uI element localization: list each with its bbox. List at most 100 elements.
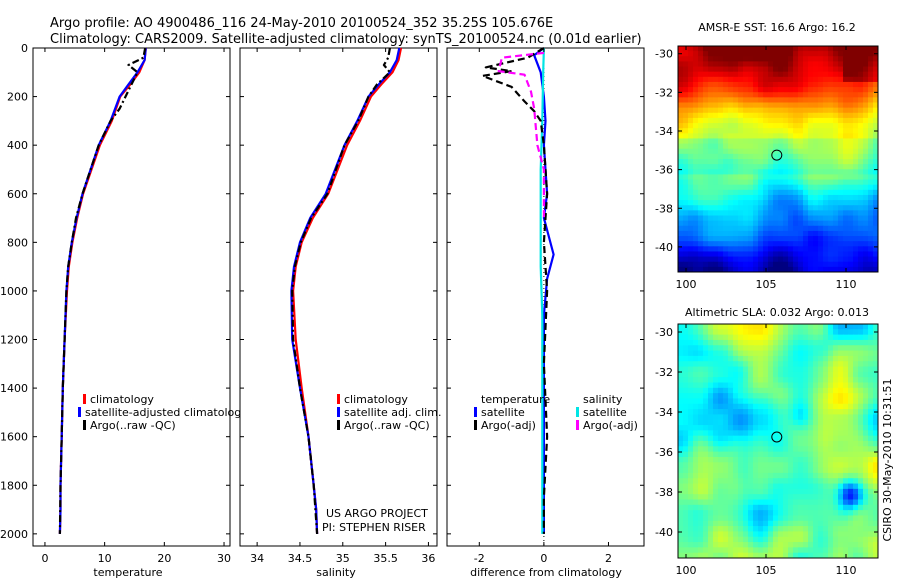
heatmap-cell — [808, 169, 814, 176]
heatmap-cell — [718, 200, 724, 206]
heatmap-cell — [698, 334, 704, 341]
heatmap-cell — [678, 153, 684, 160]
heatmap-cell — [753, 189, 759, 196]
heatmap-cell — [723, 169, 729, 176]
heatmap-cell — [798, 266, 804, 272]
heatmap-cell — [868, 210, 874, 217]
heatmap-cell — [788, 414, 794, 421]
heatmap-cell — [693, 403, 699, 410]
heatmap-cell — [733, 46, 739, 52]
heatmap-cell — [838, 71, 844, 78]
heatmap-cell — [843, 366, 849, 373]
heatmap-cell — [868, 107, 874, 114]
heatmap-cell — [698, 169, 704, 176]
heatmap-cell — [743, 510, 749, 517]
heatmap-cell — [788, 189, 794, 196]
heatmap-cell — [703, 138, 709, 145]
heatmap-cell — [768, 542, 774, 548]
sst-map-frame — [677, 45, 879, 273]
heatmap-cell — [768, 430, 774, 437]
heatmap-cell — [793, 542, 799, 548]
heatmap-cell — [728, 46, 734, 52]
heatmap-cell — [793, 205, 799, 211]
heatmap-cell — [748, 547, 754, 554]
heatmap-cell — [813, 66, 819, 73]
heatmap-cell — [803, 456, 809, 463]
heatmap-cell — [858, 382, 864, 389]
heatmap-cell — [818, 220, 824, 227]
heatmap-cell — [778, 536, 784, 543]
heatmap-cell — [683, 148, 689, 155]
heatmap-cell — [753, 246, 759, 253]
heatmap-cell — [813, 148, 819, 155]
heatmap-cell — [803, 143, 809, 150]
heatmap-cell — [698, 382, 704, 389]
heatmap-cell — [768, 215, 774, 222]
heatmap-cell — [763, 494, 769, 501]
heatmap-cell — [863, 220, 869, 227]
heatmap-cell — [733, 241, 739, 247]
heatmap-cell — [763, 403, 769, 410]
heatmap-cell — [798, 174, 804, 181]
heatmap-cell — [813, 430, 819, 437]
heatmap-cell — [838, 61, 844, 68]
heatmap-cell — [693, 504, 699, 511]
heatmap-cell — [778, 425, 784, 431]
heatmap-cell — [743, 552, 749, 558]
heatmap-cell — [718, 478, 724, 485]
heatmap-cell — [798, 220, 804, 227]
heatmap-cell — [873, 472, 878, 479]
heatmap-cell — [678, 61, 684, 68]
heatmap-cell — [853, 107, 859, 114]
heatmap-cell — [868, 87, 874, 93]
heatmap-cell — [848, 499, 854, 506]
heatmap-cell — [798, 409, 804, 416]
heatmap-cell — [793, 138, 799, 145]
heatmap-cell — [808, 174, 814, 181]
heatmap-cell — [738, 339, 744, 346]
heatmap-cell — [858, 251, 864, 258]
heatmap-cell — [728, 467, 734, 474]
heatmap-cell — [768, 61, 774, 68]
series-line-salinity-satellite — [539, 47, 545, 534]
heatmap-cell — [733, 403, 739, 410]
heatmap-cell — [718, 76, 724, 83]
heatmap-cell — [733, 71, 739, 78]
heatmap-cell — [798, 51, 804, 57]
heatmap-cell — [838, 66, 844, 73]
heatmap-cell — [868, 371, 874, 378]
heatmap-cell — [818, 246, 824, 253]
heatmap-cell — [858, 552, 864, 558]
heatmap-cell — [743, 472, 749, 479]
heatmap-cell — [833, 531, 839, 538]
heatmap-cell — [798, 403, 804, 410]
heatmap-cell — [758, 467, 764, 474]
heatmap-cell — [803, 393, 809, 400]
heatmap-cell — [708, 451, 714, 458]
heatmap-cell — [738, 393, 744, 400]
heatmap-cell — [708, 462, 714, 469]
heatmap-cell — [748, 87, 754, 93]
heatmap-cell — [813, 329, 819, 336]
heatmap-cell — [778, 246, 784, 253]
heatmap-cell — [868, 205, 874, 211]
heatmap-cell — [823, 409, 829, 416]
heatmap-cell — [823, 393, 829, 400]
heatmap-cell — [813, 266, 819, 272]
heatmap-cell — [823, 414, 829, 421]
heatmap-cell — [748, 179, 754, 186]
heatmap-cell — [838, 169, 844, 176]
heatmap-cell — [698, 366, 704, 373]
heatmap-cell — [828, 256, 834, 263]
heatmap-cell — [738, 174, 744, 181]
heatmap-cell — [713, 107, 719, 114]
heatmap-cell — [808, 403, 814, 410]
heatmap-cell — [738, 462, 744, 469]
heatmap-cell — [753, 446, 759, 453]
heatmap-cell — [728, 324, 734, 330]
heatmap-cell — [813, 542, 819, 548]
heatmap-cell — [718, 241, 724, 247]
heatmap-cell — [748, 371, 754, 378]
heatmap-cell — [768, 71, 774, 78]
heatmap-cell — [763, 451, 769, 458]
